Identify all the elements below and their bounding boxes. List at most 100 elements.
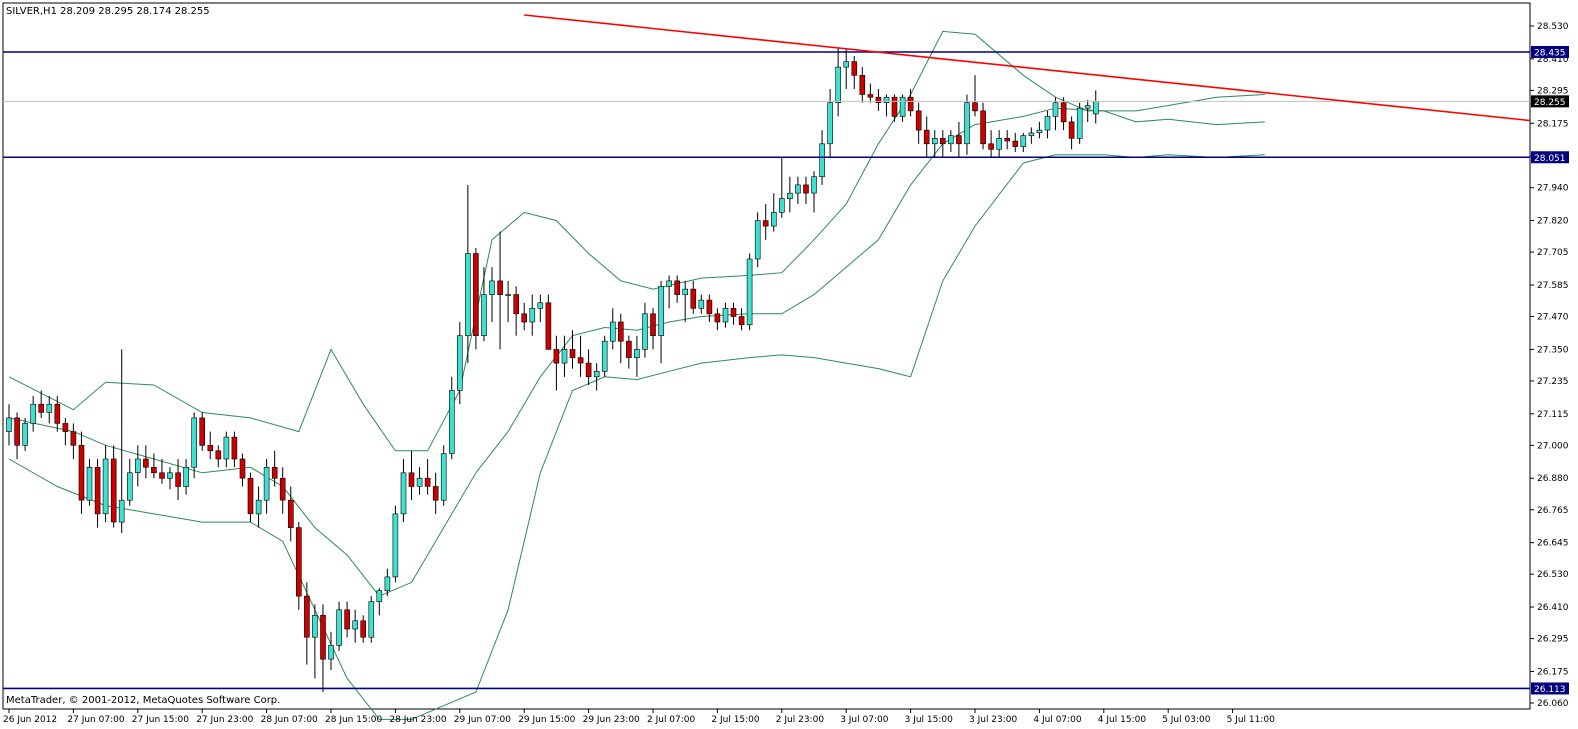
- bear-candle: [714, 313, 721, 323]
- bull-candle: [770, 212, 777, 227]
- bull-candle: [481, 294, 487, 337]
- bear-candle: [271, 466, 278, 479]
- y-tick-label: 27.470: [1537, 313, 1569, 323]
- bull-candle: [368, 601, 375, 638]
- bear-candle: [923, 129, 930, 145]
- bear-candle: [54, 403, 61, 424]
- bull-candle: [489, 280, 495, 295]
- bull-candle: [1020, 135, 1027, 147]
- bull-candle: [465, 253, 471, 336]
- bear-candle: [1068, 121, 1075, 139]
- bull-candle: [593, 370, 600, 378]
- bull-candle: [1044, 116, 1051, 131]
- bear-candle: [70, 431, 77, 446]
- x-tick-label: 5 Jul 03:00: [1162, 715, 1211, 725]
- y-tick-label: 28.175: [1537, 119, 1569, 129]
- bear-candle: [279, 477, 286, 501]
- bull-candle: [86, 466, 93, 501]
- y-tick-label: 26.060: [1537, 699, 1569, 709]
- level-price-tag-box: [1531, 151, 1569, 164]
- y-tick-label: 28.295: [1537, 86, 1569, 96]
- bear-candle: [851, 61, 858, 76]
- bull-candle: [127, 472, 133, 501]
- bull-candle: [328, 645, 334, 660]
- bull-candle: [537, 302, 544, 309]
- bear-candle: [473, 253, 479, 336]
- bull-candle: [448, 390, 455, 454]
- bear-candle: [650, 313, 656, 336]
- bull-candle: [754, 220, 761, 260]
- bull-candle: [1036, 129, 1043, 134]
- bull-candle: [666, 280, 672, 287]
- bear-candle: [867, 94, 874, 98]
- bull-candle: [223, 436, 230, 460]
- bull-candle: [964, 102, 970, 145]
- bear-candle: [151, 466, 157, 474]
- bear-candle: [988, 143, 994, 150]
- bear-candle: [738, 316, 745, 325]
- y-tick-label: 26.765: [1537, 506, 1569, 516]
- bull-candle: [135, 458, 141, 473]
- trendline-group[interactable]: [524, 14, 1531, 122]
- x-tick-label: 29 Jun 07:00: [454, 715, 511, 725]
- bear-candle: [497, 280, 503, 295]
- x-tick-label: 2 Jul 23:00: [776, 715, 825, 725]
- bear-candle: [360, 620, 367, 638]
- y-tick-label: 26.295: [1537, 635, 1569, 645]
- resistance-trendline[interactable]: [524, 14, 1531, 122]
- bull-candle: [642, 313, 648, 350]
- bull-candle: [336, 609, 342, 646]
- bull-candle: [191, 417, 197, 468]
- bear-candle: [939, 138, 946, 145]
- bear-candle: [231, 436, 238, 460]
- bear-candle: [247, 477, 254, 515]
- bull-candle: [263, 466, 270, 501]
- bear-candle: [513, 294, 520, 315]
- bull-candle: [778, 198, 785, 213]
- bear-candle: [408, 472, 415, 487]
- horizontal-levels[interactable]: [3, 51, 1530, 690]
- bear-candle: [424, 477, 431, 487]
- y-tick-label: 26.645: [1537, 539, 1569, 549]
- bear-candle: [891, 96, 898, 117]
- bull-candle: [996, 138, 1003, 150]
- bear-candle: [577, 357, 584, 364]
- bull-candle: [416, 477, 423, 487]
- bear-candle: [980, 110, 986, 145]
- x-tick-label: 3 Jul 07:00: [840, 715, 889, 725]
- x-tick-label: 28 Jun 07:00: [261, 715, 318, 725]
- y-tick-label: 27.115: [1537, 410, 1569, 420]
- bear-candle: [803, 184, 809, 194]
- bull-candle: [883, 96, 890, 103]
- x-tick-label: 2 Jul 15:00: [711, 715, 760, 725]
- bull-candle: [440, 453, 447, 501]
- bear-candle: [956, 135, 962, 145]
- x-tick-label: 27 Jun 23:00: [196, 715, 253, 725]
- bull-candle: [183, 466, 189, 487]
- x-tick-label: 3 Jul 15:00: [905, 715, 954, 725]
- current-price-tag-box: [1531, 95, 1569, 108]
- bear-candle: [1012, 140, 1019, 147]
- x-tick-label: 27 Jun 15:00: [132, 715, 189, 725]
- bear-candle: [730, 307, 737, 317]
- bull-candle: [899, 96, 906, 117]
- bear-candle: [78, 444, 85, 501]
- bull-candle: [505, 294, 511, 296]
- bull-candle: [698, 299, 705, 309]
- bear-candle: [62, 423, 69, 432]
- bear-candle: [320, 614, 326, 660]
- bear-candle: [344, 609, 350, 630]
- bear-candle: [626, 340, 632, 358]
- bear-candle: [110, 458, 117, 523]
- price-axis: 28.53028.41028.29528.17528.05527.94027.8…: [1530, 0, 1578, 729]
- bull-candle: [167, 472, 173, 479]
- y-tick-label: 27.000: [1537, 441, 1569, 451]
- bear-candle: [706, 299, 713, 315]
- candlesticks: [6, 47, 1099, 693]
- level-price-tag-box: [1531, 46, 1569, 59]
- bear-candle: [762, 220, 769, 227]
- price-axis-background: [1531, 0, 1578, 729]
- bull-candle: [6, 417, 12, 432]
- bear-candle: [972, 102, 978, 112]
